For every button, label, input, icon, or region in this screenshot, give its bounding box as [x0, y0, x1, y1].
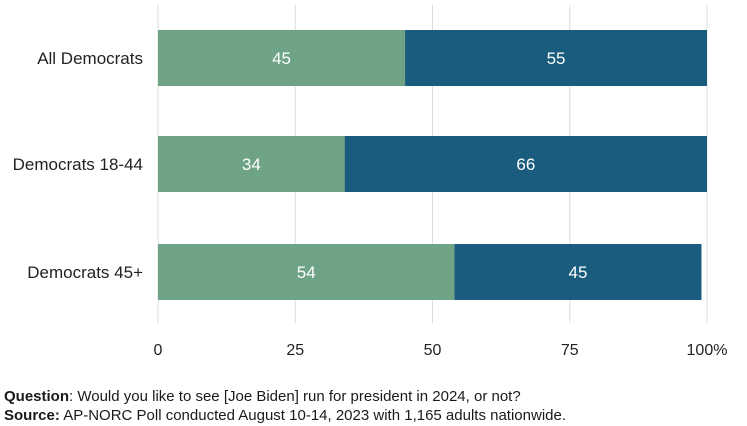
bar-value-label: 45 [569, 263, 588, 282]
x-tick-label: 50 [424, 342, 442, 359]
x-tick-label: 100% [687, 342, 728, 359]
bar-segment [158, 30, 406, 86]
category-label: Democrats 18-44 [13, 155, 143, 174]
stacked-bar-chart: 45 55 34 66 54 45 All Democrats Democrats 18-4… [13, 5, 728, 359]
category-label: Democrats 45+ [27, 263, 143, 282]
bar-segment [344, 136, 707, 192]
bar-segment [158, 244, 455, 300]
bar-value-label: 55 [547, 49, 566, 68]
category-labels: All Democrats Democrats 18-44 Democrats 45… [13, 49, 143, 282]
bar-value-label: 66 [516, 155, 535, 174]
source-note: Source: AP-NORC Poll conducted August 10… [4, 407, 566, 425]
x-axis-tick-labels: 0 25 50 75 100% [154, 342, 728, 359]
bar-segment [405, 30, 707, 86]
bar-value-label: 34 [242, 155, 261, 174]
bars [158, 30, 707, 300]
bar-segment [454, 244, 702, 300]
question-note: Question: Would you like to see [Joe Bid… [4, 388, 521, 406]
x-tick-label: 75 [561, 342, 579, 359]
x-tick-label: 25 [286, 342, 304, 359]
question-label: Question [4, 388, 70, 405]
bar-segment [158, 136, 345, 192]
source-text: AP-NORC Poll conducted August 10-14, 202… [59, 407, 567, 424]
bar-value-label: 45 [272, 49, 291, 68]
x-tick-label: 0 [154, 342, 163, 359]
source-label: Source: [4, 407, 60, 424]
question-text: : Would you like to see [Joe Biden] run … [69, 388, 521, 405]
data-labels: 45 55 34 66 54 45 [242, 49, 588, 282]
category-label: All Democrats [37, 49, 143, 68]
bar-value-label: 54 [297, 263, 316, 282]
